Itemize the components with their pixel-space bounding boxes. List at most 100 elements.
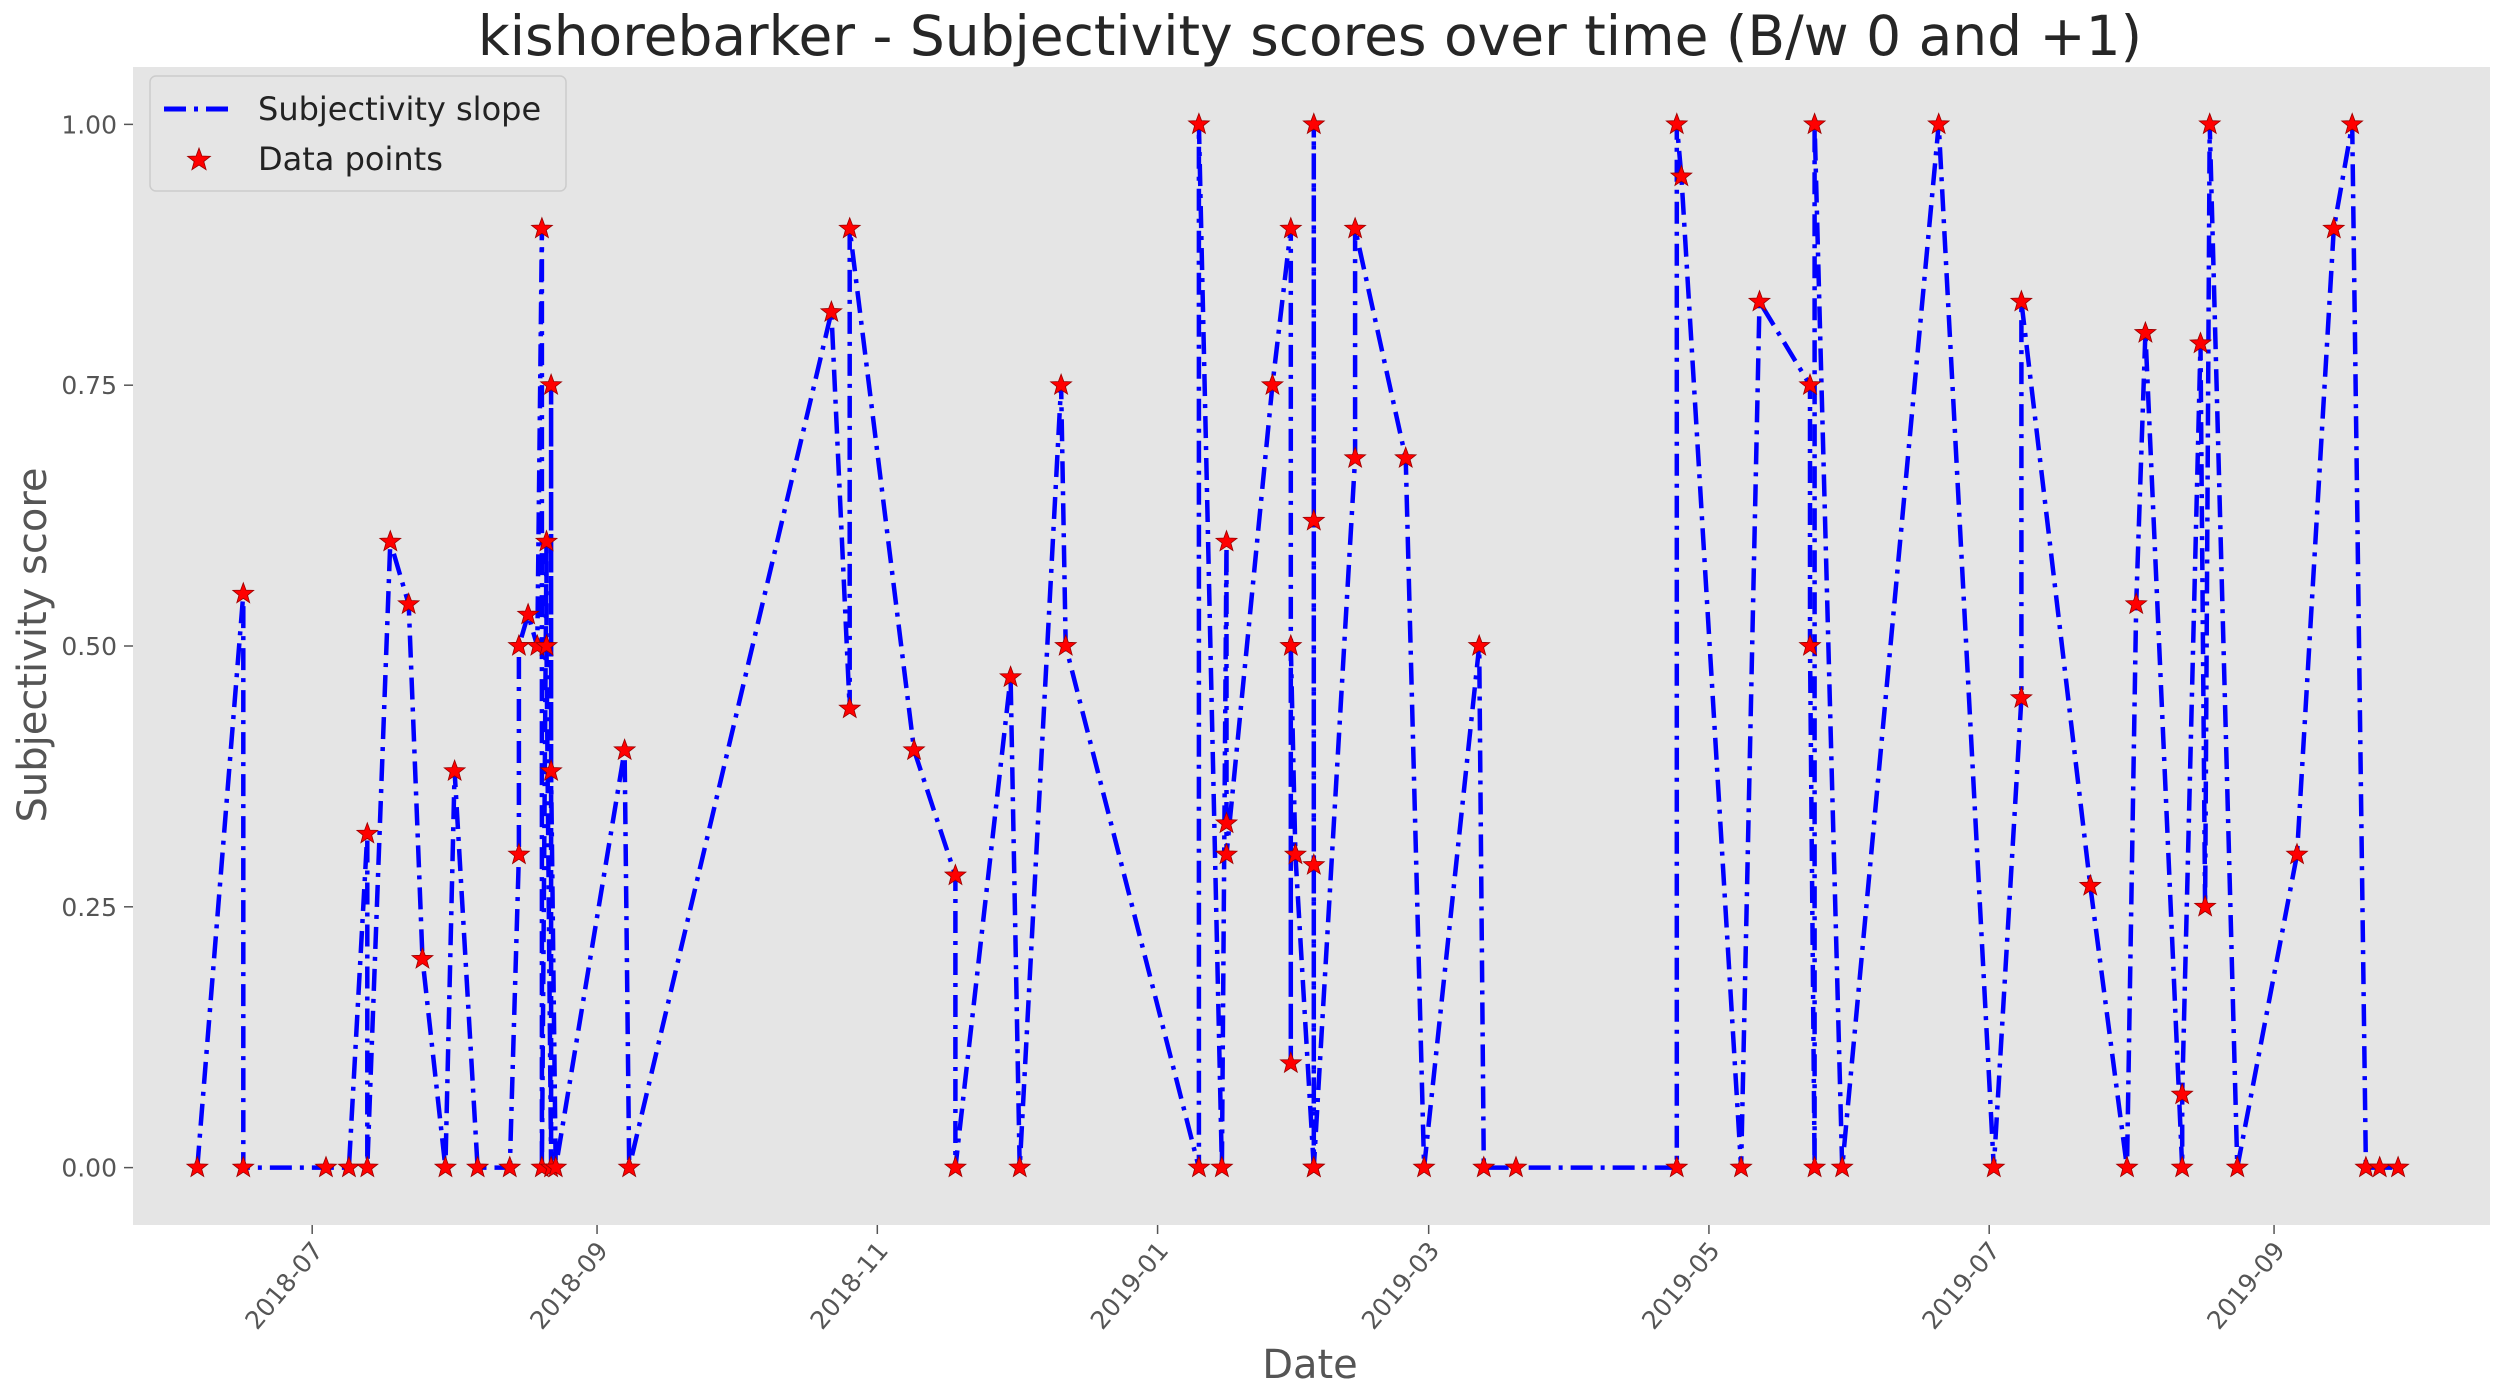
data-point-marker xyxy=(534,529,559,552)
data-point-marker xyxy=(544,1155,568,1178)
data-point-marker xyxy=(1343,446,1367,469)
data-point-marker xyxy=(2170,1082,2194,1105)
data-point-marker xyxy=(838,216,862,239)
data-point-marker xyxy=(1665,112,1689,135)
data-point-marker xyxy=(2340,112,2364,135)
data-point-marker xyxy=(2285,842,2309,865)
data-point-marker xyxy=(2225,1155,2249,1178)
data-point-marker xyxy=(1927,112,1951,135)
x-axis-label: Date xyxy=(1262,1342,1358,1388)
data-point-marker xyxy=(617,1155,641,1178)
data-point-marker xyxy=(2078,873,2102,896)
data-point-marker xyxy=(1302,508,1326,531)
data-point-marker xyxy=(507,842,531,865)
data-point-marker xyxy=(231,1155,255,1178)
data-point-marker xyxy=(1054,633,1078,656)
y-axis-label: Subjectivity score xyxy=(10,468,56,823)
data-point-marker xyxy=(2170,1155,2194,1178)
data-point-marker xyxy=(231,581,255,604)
data-point-marker xyxy=(1260,373,1285,396)
data-point-marker xyxy=(355,821,379,844)
data-point-marker xyxy=(819,300,843,323)
data-point-marker xyxy=(1187,112,1211,135)
data-point-marker xyxy=(1214,529,1239,552)
data-point-marker xyxy=(1214,842,1239,865)
data-point-marker xyxy=(314,1155,338,1178)
data-point-marker xyxy=(1279,216,1303,239)
data-point-marker xyxy=(1982,1155,2006,1178)
legend-box xyxy=(149,75,567,192)
data-point-marker xyxy=(1412,1155,1436,1178)
data-point-marker xyxy=(1798,373,1822,396)
data-point-marker xyxy=(2009,289,2033,312)
y-tick-label: 0.25 xyxy=(61,893,117,922)
data-point-marker xyxy=(1472,1155,1496,1178)
data-point-marker xyxy=(2322,216,2346,239)
data-point-marker xyxy=(902,738,926,761)
data-point-marker xyxy=(2115,1155,2139,1178)
data-point-marker xyxy=(2124,592,2148,615)
data-point-marker xyxy=(1747,289,1771,312)
data-point-marker xyxy=(2189,331,2213,354)
data-point-marker xyxy=(1665,1155,1689,1178)
data-point-marker xyxy=(1504,1155,1528,1178)
data-point-marker xyxy=(1343,216,1367,239)
data-point-marker xyxy=(1798,633,1822,656)
legend: Subjectivity slope Data points xyxy=(149,75,567,192)
data-point-marker xyxy=(1302,1155,1326,1178)
data-point-marker xyxy=(2193,894,2217,917)
data-point-marker xyxy=(2386,1155,2410,1178)
data-point-marker xyxy=(1830,1155,1854,1178)
markers-layer xyxy=(185,112,2410,1178)
data-point-marker xyxy=(185,1155,209,1178)
data-point-marker xyxy=(838,696,862,719)
data-point-marker xyxy=(1467,633,1491,656)
data-point-marker xyxy=(465,1155,490,1178)
legend-label-line: Subjectivity slope xyxy=(258,90,541,128)
data-point-marker xyxy=(1283,842,1307,865)
data-point-marker xyxy=(1729,1155,1753,1178)
data-point-marker xyxy=(1802,112,1827,135)
plot-area xyxy=(133,67,2490,1225)
data-point-marker xyxy=(1302,852,1326,875)
data-point-marker xyxy=(1210,1155,1234,1178)
data-point-marker xyxy=(613,738,637,761)
y-tick-label: 0.50 xyxy=(61,632,117,661)
legend-label-markers: Data points xyxy=(258,140,443,178)
data-point-marker xyxy=(397,592,421,615)
data-point-marker xyxy=(1802,1155,1827,1178)
data-point-marker xyxy=(534,633,559,656)
data-point-marker xyxy=(355,1155,379,1178)
data-point-marker xyxy=(516,602,540,625)
data-point-marker xyxy=(1394,446,1418,469)
y-tick-label: 0.75 xyxy=(61,371,117,400)
data-point-marker xyxy=(1279,1051,1303,1074)
data-point-marker xyxy=(443,759,467,782)
data-point-marker xyxy=(410,946,435,969)
legend-star-swatch xyxy=(186,146,212,171)
data-point-marker xyxy=(1302,112,1326,135)
y-tick-label: 0.00 xyxy=(61,1154,117,1183)
data-point-marker xyxy=(2198,112,2222,135)
data-point-marker xyxy=(539,759,563,782)
data-point-marker xyxy=(1008,1155,1032,1178)
data-point-marker xyxy=(943,1155,968,1178)
data-point-marker xyxy=(1669,164,1693,187)
data-point-marker xyxy=(378,529,402,552)
data-point-marker xyxy=(433,1155,458,1178)
data-point-marker xyxy=(539,373,563,396)
y-axis: 0.00 0.25 0.50 0.75 1.00 xyxy=(61,110,133,1183)
data-point-marker xyxy=(2133,320,2158,343)
data-point-marker xyxy=(1049,373,1073,396)
data-point-marker xyxy=(498,1155,522,1178)
data-point-marker xyxy=(1214,811,1239,834)
data-point-marker xyxy=(530,216,554,239)
data-point-marker xyxy=(998,665,1023,688)
chart-title: kishorebarker - Subjectivity scores over… xyxy=(478,4,2142,68)
data-point-marker xyxy=(1187,1155,1211,1178)
data-point-marker xyxy=(943,863,968,886)
data-point-marker xyxy=(2009,686,2033,709)
y-tick-label: 1.00 xyxy=(61,110,117,139)
data-point-marker xyxy=(1279,633,1303,656)
